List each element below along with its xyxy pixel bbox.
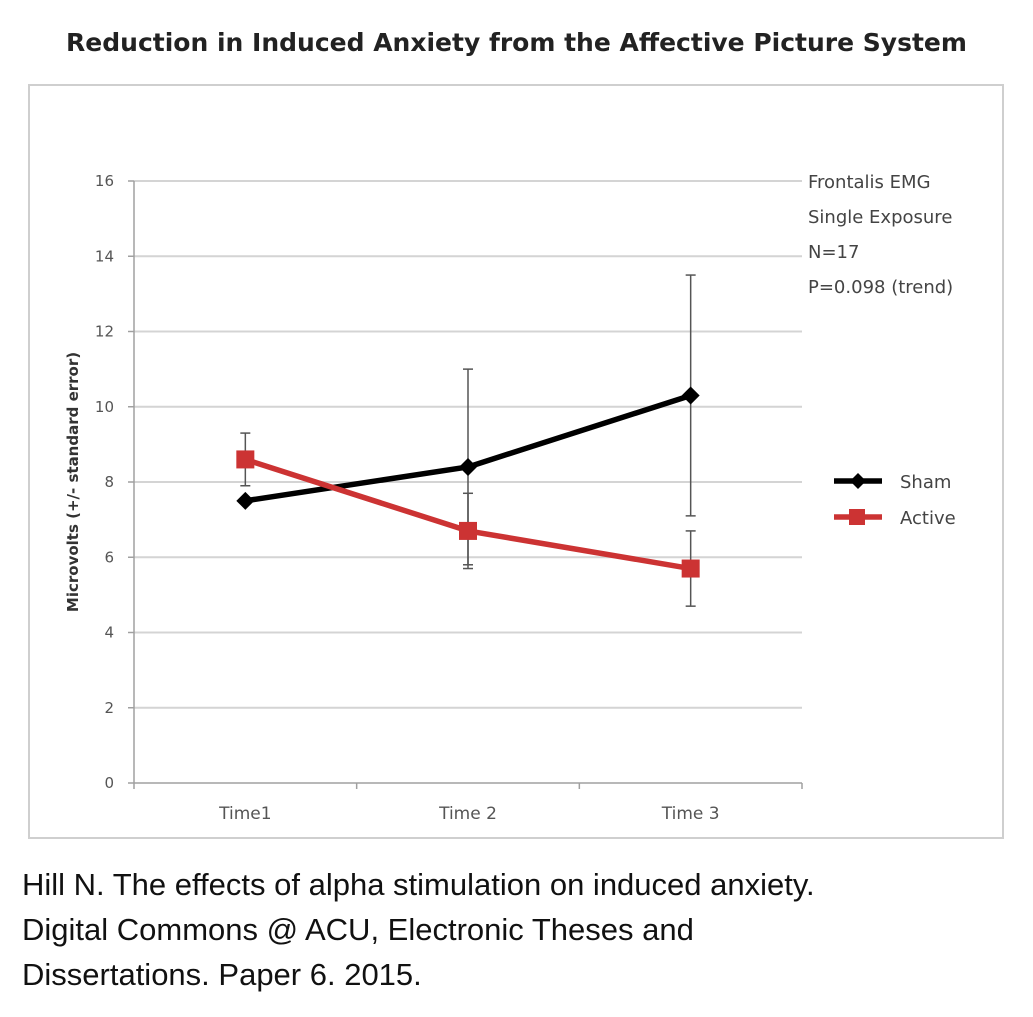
annotation-line: Single Exposure <box>808 207 952 228</box>
annotation-line: N=17 <box>808 242 859 263</box>
data-point-active <box>681 559 700 578</box>
y-tick-label: 0 <box>104 774 114 792</box>
y-tick-labels: 0 2 4 6 8 10 12 14 16 <box>95 172 114 792</box>
annotation-line: Frontalis EMG <box>808 172 931 193</box>
caption-line: Digital Commons @ ACU, Electronic Theses… <box>22 912 694 947</box>
legend: Sham Active <box>834 472 956 529</box>
caption-line: Hill N. The effects of alpha stimulation… <box>22 867 815 902</box>
y-tick-label: 16 <box>95 172 114 190</box>
annotation-line: P=0.098 (trend) <box>808 277 953 298</box>
legend-label: Active <box>900 508 956 529</box>
x-tick-label: Time1 <box>218 804 271 824</box>
y-tick-label: 4 <box>104 624 114 642</box>
data-point-sham <box>459 457 477 476</box>
y-tick-label: 2 <box>104 699 114 717</box>
series-markers <box>236 386 700 578</box>
x-tick-label: Time 2 <box>438 804 497 824</box>
data-point-active <box>236 450 255 469</box>
legend-label: Sham <box>900 472 951 493</box>
data-point-sham <box>681 386 700 405</box>
axes <box>128 180 803 789</box>
y-tick-label: 8 <box>104 473 114 491</box>
citation-caption: Hill N. The effects of alpha stimulation… <box>22 862 1012 997</box>
chart-title: Reduction in Induced Anxiety from the Af… <box>66 28 967 57</box>
chart-frame <box>28 84 1004 839</box>
y-tick-label: 14 <box>95 247 114 265</box>
x-tick-labels: Time1 Time 2 Time 3 <box>218 804 719 824</box>
caption-line: Dissertations. Paper 6. 2015. <box>22 957 422 992</box>
data-point-sham <box>236 491 255 510</box>
y-tick-label: 12 <box>95 323 114 341</box>
y-axis-label: Microvolts (+/- standard error) <box>64 352 82 612</box>
x-tick-label: Time 3 <box>661 804 720 824</box>
annotation-block: Frontalis EMG Single Exposure N=17 P=0.098 … <box>808 172 953 298</box>
y-tick-label: 10 <box>95 398 114 416</box>
y-tick-label: 6 <box>104 548 114 566</box>
data-point-active <box>459 521 477 540</box>
legend-marker <box>849 509 865 525</box>
legend-marker <box>850 473 866 489</box>
